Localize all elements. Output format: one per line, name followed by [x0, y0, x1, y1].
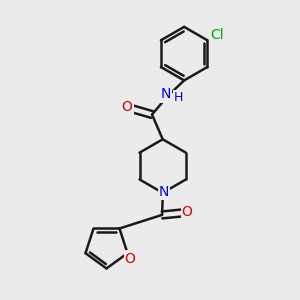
Text: N: N	[160, 88, 171, 101]
Text: O: O	[182, 205, 193, 219]
Text: O: O	[125, 251, 136, 266]
Text: N: N	[159, 185, 169, 199]
Text: O: O	[122, 100, 132, 114]
Text: H: H	[174, 91, 183, 104]
Text: Cl: Cl	[210, 28, 224, 42]
